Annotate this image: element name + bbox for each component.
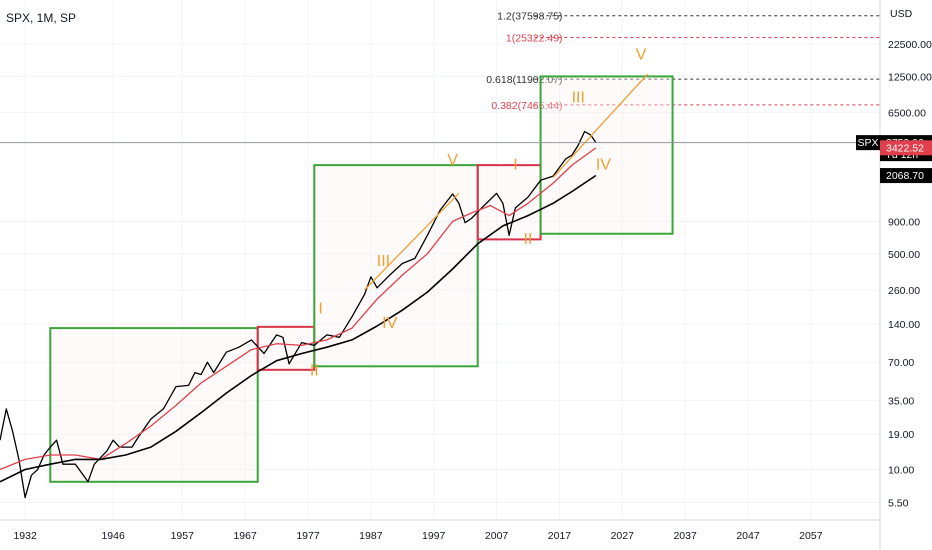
y-tick-label: 70.00 (888, 357, 914, 369)
wave-label: II (310, 363, 319, 380)
price-label-bg (880, 140, 932, 156)
wave-label: IV (596, 157, 611, 174)
x-tick-label: 1997 (422, 530, 446, 542)
y-tick-label: 12500.00 (888, 71, 932, 83)
wave-trend-line (552, 73, 648, 178)
x-tick-label: 2037 (673, 530, 697, 542)
price-axis-label: 2068.70 (880, 168, 932, 184)
y-tick-label: 10.00 (888, 464, 914, 476)
y-tick-label: 35.00 (888, 395, 914, 407)
x-tick-label: 1946 (101, 530, 125, 542)
wave-label: V (447, 152, 458, 169)
wave-label: IV (382, 315, 397, 332)
price-series (0, 130, 597, 499)
fib-level-label: 0.382(7465.44) (491, 100, 562, 112)
y-tick-label: 900.00 (888, 216, 920, 228)
y-tick-label: 19.00 (888, 429, 914, 441)
wave-label: II (524, 231, 533, 248)
y-tick-label: 6500.00 (888, 107, 926, 119)
price-label-value: 3422.52 (886, 142, 924, 154)
wave-trend-line (364, 192, 460, 291)
x-tick-label: 2007 (485, 530, 509, 542)
y-tick-label: 22500.00 (888, 39, 932, 51)
wave-label: III (377, 253, 390, 270)
elliott-boxes (49, 75, 674, 483)
y-tick-label: 140.00 (888, 319, 920, 331)
x-tick-label: 1967 (233, 530, 257, 542)
chart-grid (0, 0, 880, 520)
ma_slow-line (0, 174, 597, 483)
wave-label: V (636, 46, 647, 63)
x-tick-label: 1987 (359, 530, 383, 542)
x-tick-label: 2047 (736, 530, 760, 542)
y-tick-label: 5.50 (888, 497, 909, 509)
price-label-value: 2068.70 (886, 170, 924, 182)
y-unit-label: USD (890, 8, 913, 20)
y-tick-label: 260.00 (888, 285, 920, 297)
wave-label: I (513, 157, 517, 174)
x-tick-label: 2017 (548, 530, 572, 542)
ma_fast-line (0, 147, 597, 471)
price-label-bg (880, 168, 932, 184)
price-label-name: SPX (857, 137, 878, 149)
y-tick-label: 500.00 (888, 249, 920, 261)
x-tick-label: 1957 (171, 530, 195, 542)
fib-level-label: 1(25322.49) (506, 33, 563, 45)
x-tick-label: 1932 (13, 530, 37, 542)
green-wave-box (313, 164, 479, 368)
x-tick-label: 1977 (296, 530, 320, 542)
green-wave-box (539, 75, 674, 235)
price-axis-label: 3422.52 (880, 140, 932, 156)
x-tick-label: 2027 (611, 530, 635, 542)
price-label-name-bg (856, 135, 880, 151)
wave-label: III (572, 89, 585, 106)
fib-level-label: 1.2(37598.75) (497, 11, 562, 23)
symbol-label: SPX, 1M, SP (6, 11, 77, 25)
x-tick-label: 2057 (799, 530, 823, 542)
wave-label: I (318, 300, 322, 317)
